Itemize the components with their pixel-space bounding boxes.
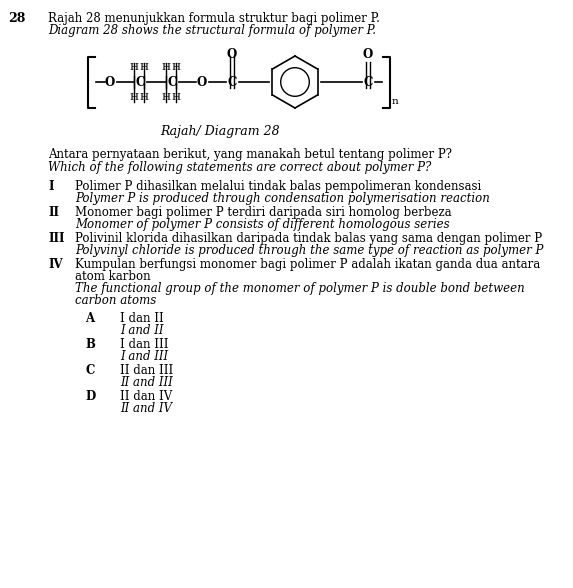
Text: II: II bbox=[48, 206, 59, 219]
Text: I and III: I and III bbox=[120, 350, 168, 363]
Text: H: H bbox=[139, 92, 148, 102]
Text: H: H bbox=[162, 92, 171, 102]
Text: 28: 28 bbox=[8, 12, 25, 25]
Text: H: H bbox=[129, 64, 139, 72]
Text: II and III: II and III bbox=[120, 376, 172, 389]
Text: O: O bbox=[197, 75, 207, 89]
Text: H: H bbox=[129, 92, 139, 102]
Text: O: O bbox=[363, 48, 373, 62]
Text: Antara pernyataan berikut, yang manakah betul tentang polimer P?: Antara pernyataan berikut, yang manakah … bbox=[48, 148, 452, 161]
Text: O: O bbox=[227, 48, 237, 62]
Text: Kumpulan berfungsi monomer bagi polimer P adalah ikatan ganda dua antara: Kumpulan berfungsi monomer bagi polimer … bbox=[75, 258, 540, 271]
Text: Rajah/ Diagram 28: Rajah/ Diagram 28 bbox=[160, 125, 280, 138]
Text: II dan IV: II dan IV bbox=[120, 390, 172, 403]
Text: Monomer bagi polimer P terdiri daripada siri homolog berbeza: Monomer bagi polimer P terdiri daripada … bbox=[75, 206, 452, 219]
Text: Polivinil klorida dihasilkan daripada tindak balas yang sama dengan polimer P: Polivinil klorida dihasilkan daripada ti… bbox=[75, 232, 542, 245]
Text: Rajah 28 menunjukkan formula struktur bagi polimer P.: Rajah 28 menunjukkan formula struktur ba… bbox=[48, 12, 380, 25]
Text: A: A bbox=[85, 312, 94, 325]
Text: B: B bbox=[85, 338, 95, 351]
Text: Polimer P dihasilkan melalui tindak balas pempolimeran kondensasi: Polimer P dihasilkan melalui tindak bala… bbox=[75, 180, 481, 193]
Text: III: III bbox=[48, 232, 65, 245]
Text: C: C bbox=[167, 75, 176, 89]
Text: atom karbon: atom karbon bbox=[75, 270, 151, 283]
Text: I: I bbox=[48, 180, 53, 193]
Text: IV: IV bbox=[48, 258, 62, 271]
Text: C: C bbox=[85, 364, 95, 377]
Text: O: O bbox=[105, 75, 115, 89]
Text: Which of the following statements are correct about polymer P?: Which of the following statements are co… bbox=[48, 161, 431, 174]
Text: C: C bbox=[135, 75, 145, 89]
Text: D: D bbox=[85, 390, 95, 403]
Text: I dan III: I dan III bbox=[120, 338, 168, 351]
Text: II and IV: II and IV bbox=[120, 402, 172, 415]
Text: I and II: I and II bbox=[120, 324, 163, 337]
Text: C: C bbox=[227, 75, 237, 89]
Text: H: H bbox=[171, 64, 180, 72]
Text: I dan II: I dan II bbox=[120, 312, 164, 325]
Text: Diagram 28 shows the structural formula of polymer P.: Diagram 28 shows the structural formula … bbox=[48, 24, 376, 37]
Text: n: n bbox=[392, 97, 399, 106]
Text: Monomer of polymer P consists of different homologous series: Monomer of polymer P consists of differe… bbox=[75, 218, 450, 231]
Text: C: C bbox=[363, 75, 372, 89]
Text: Polyvinyl chloride is produced through the same type of reaction as polymer P: Polyvinyl chloride is produced through t… bbox=[75, 244, 543, 257]
Text: The functional group of the monomer of polymer P is double bond between: The functional group of the monomer of p… bbox=[75, 282, 525, 295]
Text: H: H bbox=[139, 64, 148, 72]
Text: carbon atoms: carbon atoms bbox=[75, 294, 156, 307]
Text: H: H bbox=[162, 64, 171, 72]
Text: II dan III: II dan III bbox=[120, 364, 173, 377]
Text: H: H bbox=[171, 92, 180, 102]
Text: Polymer P is produced through condensation polymerisation reaction: Polymer P is produced through condensati… bbox=[75, 192, 490, 205]
